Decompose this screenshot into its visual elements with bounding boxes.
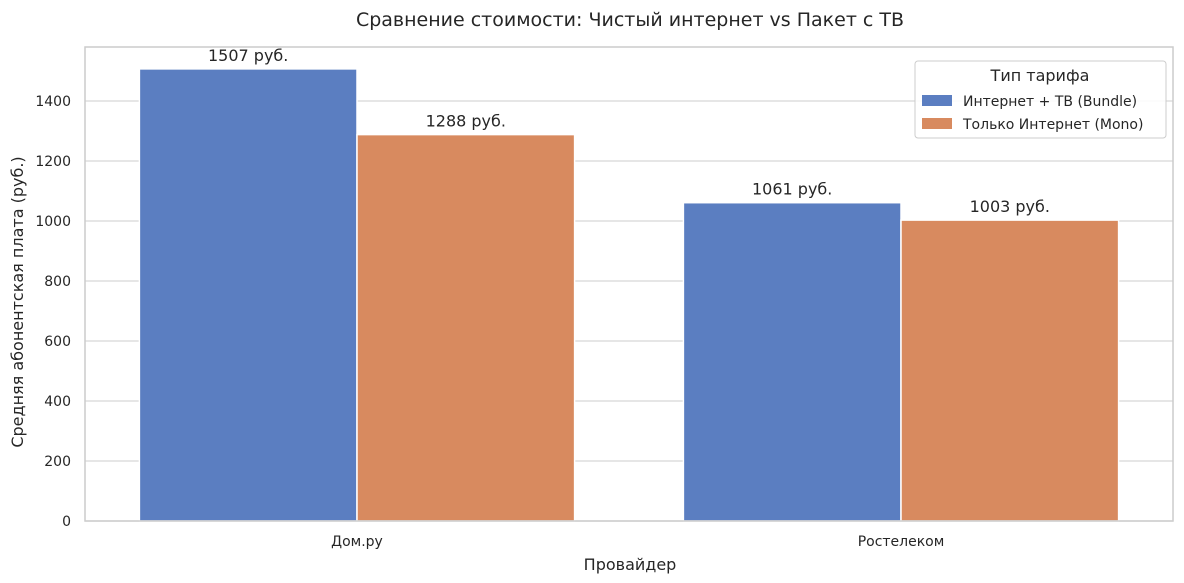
- chart-title: Сравнение стоимости: Чистый интернет vs …: [356, 9, 904, 31]
- legend-swatch: [922, 118, 952, 129]
- bar: [900, 219, 1120, 522]
- legend-title: Тип тарифа: [990, 66, 1090, 85]
- bar: [682, 201, 902, 522]
- legend-items: Интернет + ТВ (Bundle) Только Интернет (M…: [922, 94, 1143, 133]
- bar-value-label: 1288 руб.: [426, 112, 506, 131]
- x-axis-ticks: Дом.ру Ростелеком: [331, 534, 944, 550]
- bar-value-label: 1061 руб.: [752, 180, 832, 199]
- legend: Тип тарифа Интернет + ТВ (Bundle) Только …: [914, 60, 1167, 139]
- bar-value-label: 1003 руб.: [970, 197, 1050, 216]
- legend-swatch: [922, 95, 952, 106]
- legend-box: [914, 60, 1167, 139]
- y-tick-label: 800: [44, 274, 71, 290]
- y-axis-ticks: 0 200 400 600 800 1000 1200 1400: [35, 94, 71, 530]
- x-tick-label: Дом.ру: [331, 534, 383, 550]
- y-tick-label: 0: [62, 514, 71, 530]
- legend-entry-label: Интернет + ТВ (Bundle): [963, 94, 1137, 110]
- y-tick-label: 1400: [35, 94, 71, 110]
- y-tick-label: 400: [44, 394, 71, 410]
- y-tick-label: 200: [44, 454, 71, 470]
- plot-frame: [84, 46, 1174, 522]
- y-tick-label: 1200: [35, 154, 71, 170]
- x-tick-label: Ростелеком: [858, 534, 945, 550]
- legend-entry-label: Только Интернет (Mono): [962, 117, 1143, 133]
- bar-value-label: 1507 руб.: [208, 46, 288, 65]
- data-labels: 1507 руб. 1288 руб. 1061 руб. 1003 руб.: [208, 46, 1050, 216]
- y-tick-label: 600: [44, 334, 71, 350]
- y-axis-label: Средняя абонентская плата (руб.): [8, 156, 27, 447]
- bars: [138, 68, 1120, 522]
- bar: [356, 133, 576, 522]
- x-axis-label: Провайдер: [584, 555, 677, 574]
- bar: [138, 68, 358, 522]
- y-tick-label: 1000: [35, 214, 71, 230]
